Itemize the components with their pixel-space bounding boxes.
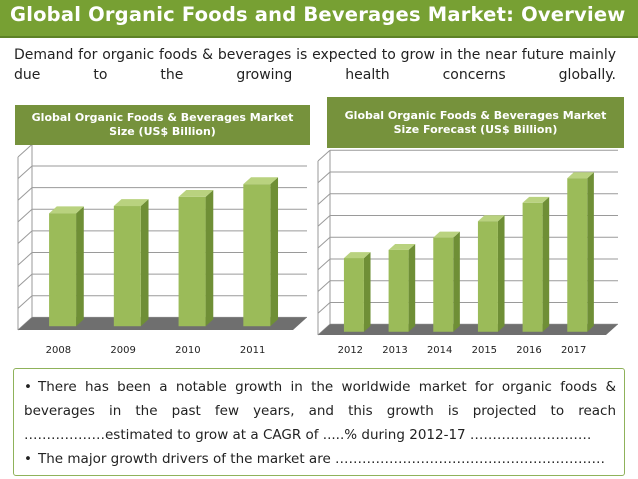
x-tick-label: 2011 bbox=[240, 345, 265, 356]
chart-title-market-size: Global Organic Foods & Beverages Market … bbox=[15, 105, 310, 145]
x-tick-label: 2010 bbox=[175, 345, 200, 356]
bullet-text: The major growth drivers of the market a… bbox=[38, 451, 606, 467]
gridline-depth bbox=[17, 208, 33, 223]
bar-side bbox=[497, 215, 505, 332]
gridline-depth bbox=[17, 145, 33, 158]
gridline-depth bbox=[17, 295, 33, 309]
gridline-depth bbox=[317, 302, 331, 314]
page-title: Global Organic Foods and Beverages Marke… bbox=[10, 3, 626, 26]
bar-side bbox=[140, 199, 149, 327]
bar-top bbox=[113, 199, 149, 207]
x-tick-label: 2017 bbox=[561, 345, 586, 356]
bar-side bbox=[453, 231, 460, 332]
bar bbox=[243, 184, 271, 327]
title-bar: Global Organic Foods and Beverages Marke… bbox=[0, 0, 638, 38]
x-tick-label: 2009 bbox=[110, 345, 135, 356]
gridline-depth bbox=[317, 258, 331, 271]
x-tick-label: 2008 bbox=[46, 345, 71, 356]
bar bbox=[567, 178, 588, 332]
gridline-depth bbox=[317, 236, 331, 249]
bar bbox=[388, 249, 409, 332]
bar-top bbox=[178, 189, 214, 197]
gridline-depth bbox=[17, 252, 33, 266]
bar-top bbox=[477, 215, 505, 222]
gridline-depth bbox=[17, 273, 33, 288]
bar-side bbox=[76, 206, 84, 327]
bar-side bbox=[587, 172, 594, 332]
bar-side bbox=[205, 189, 214, 327]
bar bbox=[343, 258, 364, 332]
bar-side bbox=[408, 243, 416, 332]
gridline-depth bbox=[317, 215, 331, 227]
market-size-chart: 2008 2009 2010 2011 bbox=[17, 145, 307, 356]
gridline-depth bbox=[17, 230, 33, 244]
chart-floor bbox=[18, 317, 307, 330]
bar-top bbox=[49, 206, 84, 214]
gridline-depth bbox=[17, 165, 33, 179]
bar bbox=[477, 221, 498, 332]
bullet-box: • There has been a notable growth in the … bbox=[13, 368, 625, 476]
x-tick-label: 2016 bbox=[516, 345, 541, 356]
bar bbox=[113, 206, 141, 327]
bullet-text: There has been a notable growth in the w… bbox=[38, 379, 616, 395]
bar-top bbox=[567, 172, 594, 179]
forecast-chart: 2012 2013 2014 2015 2016 2017 bbox=[317, 149, 618, 356]
gridline-depth bbox=[317, 280, 331, 292]
gridline-depth bbox=[317, 149, 331, 162]
bullet-item-drivers: • The major growth drivers of the market … bbox=[24, 447, 616, 471]
bullet-icon: • bbox=[24, 451, 32, 467]
bar-top bbox=[388, 243, 416, 250]
gridline-depth bbox=[317, 193, 331, 205]
bar-top bbox=[243, 177, 279, 185]
x-tick-label: 2013 bbox=[382, 345, 407, 356]
bar-side bbox=[542, 196, 550, 332]
bar-top bbox=[522, 196, 550, 203]
bullet-text: ………………estimated to grow at a CAGR of ...… bbox=[24, 427, 592, 443]
bar bbox=[178, 196, 206, 327]
bar-top bbox=[343, 252, 371, 259]
bar bbox=[433, 237, 454, 332]
bullet-icon: • bbox=[24, 379, 32, 395]
chart-title-forecast: Global Organic Foods & Beverages Market … bbox=[327, 97, 624, 148]
bar-top bbox=[433, 231, 460, 238]
bar-side bbox=[270, 177, 279, 327]
x-tick-label: 2015 bbox=[472, 345, 497, 356]
gridline-depth bbox=[317, 171, 331, 184]
intro-text: Demand for organic foods & beverages is … bbox=[14, 47, 616, 83]
bar-side bbox=[363, 252, 371, 332]
bullet-item-growth: • There has been a notable growth in the … bbox=[24, 375, 616, 447]
bar bbox=[522, 202, 543, 332]
x-tick-label: 2012 bbox=[338, 345, 363, 356]
bar bbox=[49, 213, 77, 327]
bullet-text: beverages in the past few years, and thi… bbox=[24, 403, 616, 419]
gridline-depth bbox=[17, 187, 33, 201]
x-tick-label: 2014 bbox=[427, 345, 452, 356]
